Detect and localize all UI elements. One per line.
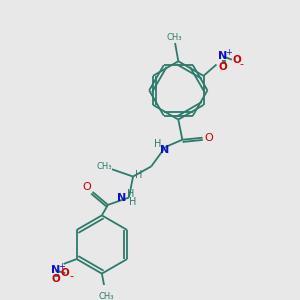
- Text: +: +: [225, 48, 232, 57]
- Text: CH₃: CH₃: [97, 161, 112, 170]
- Text: H: H: [127, 188, 135, 199]
- Text: N: N: [51, 266, 60, 275]
- Text: +: +: [58, 262, 65, 271]
- Text: CH₃: CH₃: [167, 33, 182, 42]
- Text: O: O: [219, 62, 227, 72]
- Text: O: O: [61, 268, 70, 278]
- Text: -: -: [239, 59, 243, 70]
- Text: H: H: [128, 197, 136, 207]
- Text: N: N: [218, 51, 228, 62]
- Text: H: H: [135, 169, 142, 179]
- Text: O: O: [82, 182, 91, 192]
- Text: O: O: [51, 274, 60, 284]
- Text: O: O: [233, 56, 242, 65]
- Text: -: -: [69, 271, 73, 281]
- Text: N: N: [117, 194, 126, 203]
- Text: CH₃: CH₃: [98, 292, 114, 300]
- Text: H: H: [154, 139, 162, 149]
- Text: N: N: [160, 145, 169, 155]
- Text: O: O: [205, 133, 213, 143]
